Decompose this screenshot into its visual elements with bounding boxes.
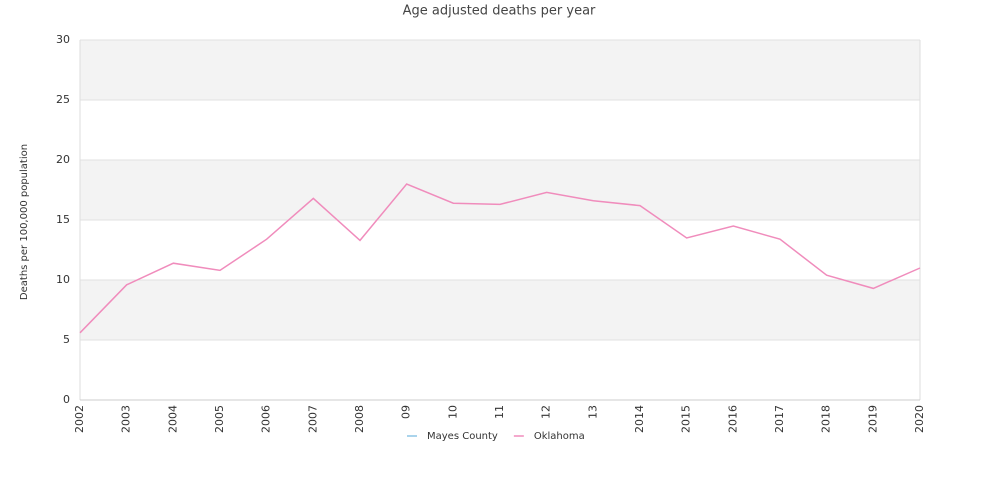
x-tick-label: 11 [493,405,506,419]
y-tick-label: 0 [63,393,70,406]
grid-band [80,280,920,340]
y-tick-label: 30 [56,33,70,46]
y-tick-label: 10 [56,273,70,286]
x-tick-label: 2004 [166,405,179,433]
x-tick-label: 2006 [260,405,273,433]
x-tick-label: 2015 [680,405,693,433]
x-tick-label: 2008 [353,405,366,433]
y-axis-label: Deaths per 100,000 population [19,144,30,300]
x-tick-label: 2019 [866,405,879,433]
x-tick-label: 2016 [726,405,739,433]
y-tick-label: 15 [56,213,70,226]
x-tick-label: 2005 [213,405,226,433]
x-tick-label: 09 [400,405,413,419]
x-tick-label: 10 [446,405,459,419]
x-tick-label: 2003 [120,405,133,433]
x-tick-label: 2014 [633,405,646,433]
data-line [79,183,921,334]
chart-title: Age adjusted deaths per year [403,4,596,19]
x-tick-label: 2002 [73,405,86,433]
y-tick-label: 20 [56,153,70,166]
y-tick-label: 25 [56,93,70,106]
x-tick-label: 13 [586,405,599,419]
legend-label: Oklahoma [534,431,585,442]
legend-label: Mayes County [427,431,498,442]
x-tick-label: 2020 [913,405,926,433]
x-tick-label: 2007 [306,405,319,433]
grid-band [80,40,920,100]
x-tick-label: 2017 [773,405,786,433]
x-tick-label: 2018 [820,405,833,433]
grid-band [80,160,920,220]
y-tick-label: 5 [63,333,70,346]
x-tick-label: 12 [540,405,553,419]
